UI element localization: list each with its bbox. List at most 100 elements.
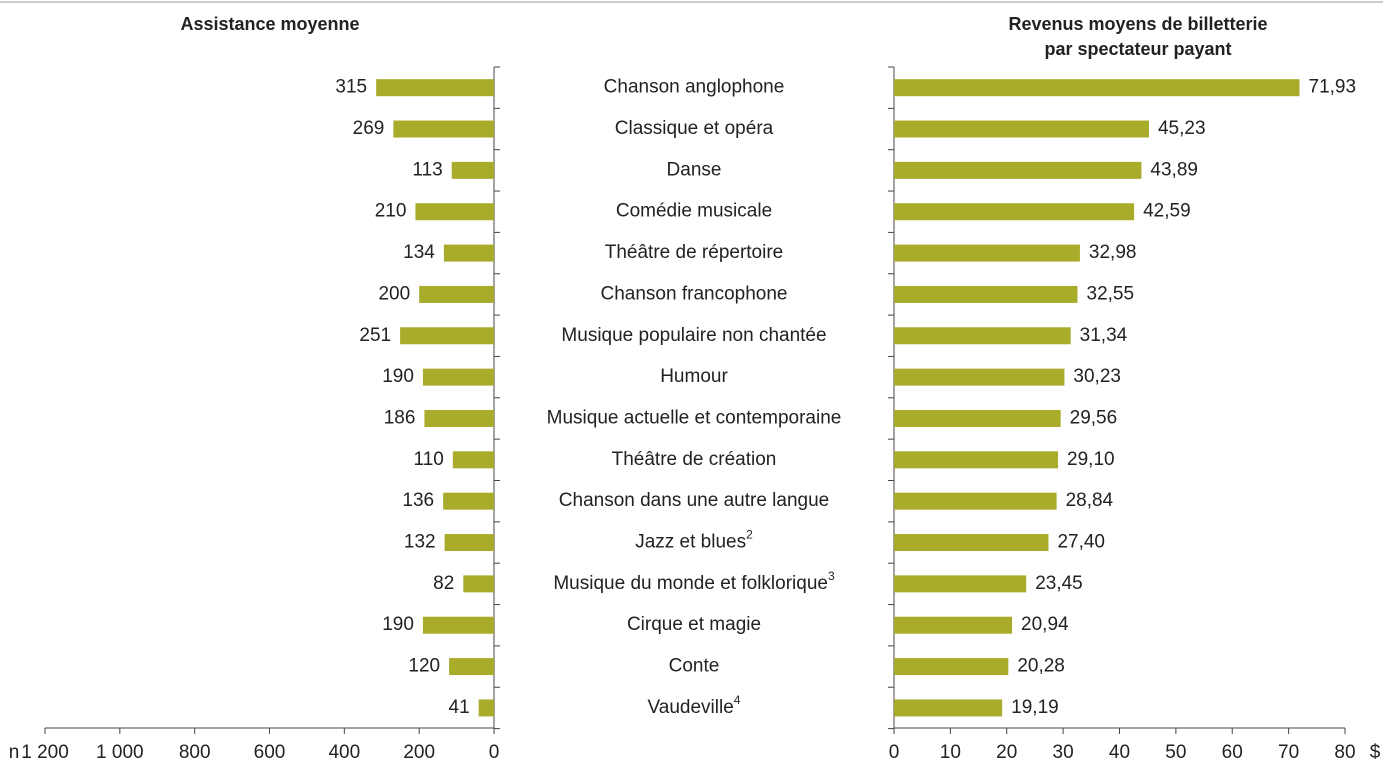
category-label: Jazz et blues2: [635, 528, 753, 553]
value-label: 190: [382, 614, 414, 635]
x-tick-label: 10: [940, 742, 961, 763]
bar: [376, 79, 494, 97]
category-name: Conte: [669, 656, 720, 677]
value-label: 30,23: [1073, 366, 1121, 387]
bar: [393, 120, 494, 138]
bar: [894, 79, 1300, 97]
category-name: Humour: [660, 366, 728, 387]
category-label: Théâtre de répertoire: [605, 242, 784, 263]
category-name: Chanson anglophone: [604, 77, 785, 98]
value-label: 29,56: [1070, 407, 1118, 428]
value-label: 71,93: [1309, 77, 1357, 98]
x-tick-label: 30: [1053, 742, 1074, 763]
bar: [894, 409, 1061, 427]
bar: [894, 368, 1065, 386]
category-name: Comédie musicale: [616, 201, 772, 222]
value-label: 190: [382, 366, 414, 387]
value-label: 23,45: [1035, 573, 1083, 594]
category-name: Jazz et blues: [635, 532, 746, 553]
bar: [894, 120, 1149, 138]
value-label: 41: [449, 697, 470, 718]
category-name: Musique actuelle et contemporaine: [547, 407, 842, 428]
bar: [444, 534, 494, 552]
bar: [894, 699, 1003, 717]
x-tick-label: 60: [1222, 742, 1243, 763]
x-tick-label: 20: [996, 742, 1017, 763]
bar: [422, 368, 494, 386]
left-title: Assistance moyenne: [180, 14, 359, 34]
category-label: Classique et opéra: [615, 118, 774, 139]
bar: [463, 575, 494, 593]
value-label: 134: [403, 242, 435, 263]
category-name: Théâtre de création: [612, 449, 777, 470]
category-name: Vaudeville: [648, 697, 734, 718]
x-tick-label: 40: [1109, 742, 1130, 763]
category-name: Théâtre de répertoire: [605, 242, 784, 263]
value-label: 186: [384, 407, 416, 428]
footnote-mark: 3: [828, 569, 835, 583]
value-label: 28,84: [1066, 490, 1114, 511]
value-label: 110: [414, 449, 444, 470]
category-label: Chanson francophone: [601, 283, 788, 304]
value-label: 20,94: [1021, 614, 1069, 635]
x-tick-label: 600: [254, 742, 286, 763]
category-label: Danse: [667, 159, 722, 180]
category-label: Musique actuelle et contemporaine: [547, 407, 842, 428]
bar: [443, 492, 494, 510]
category-label: Cirque et magie: [627, 614, 761, 635]
bar: [451, 161, 494, 179]
x-tick-label: 1 000: [96, 742, 144, 763]
bar: [443, 244, 494, 262]
value-label: 269: [353, 118, 385, 139]
category-label: Musique populaire non chantée: [561, 325, 826, 346]
category-name: Cirque et magie: [627, 614, 761, 635]
bar: [415, 203, 494, 221]
x-unit: $: [1370, 742, 1381, 763]
bar: [894, 285, 1078, 303]
x-tick-label: 50: [1165, 742, 1186, 763]
value-label: 315: [335, 77, 367, 98]
value-label: 43,89: [1150, 159, 1198, 180]
bar: [449, 658, 494, 676]
bar: [894, 575, 1027, 593]
category-label: Chanson anglophone: [604, 77, 785, 98]
value-label: 29,10: [1067, 449, 1115, 470]
x-tick-label: 800: [179, 742, 211, 763]
category-label: Vaudeville4: [648, 693, 741, 718]
bar: [419, 285, 494, 303]
value-label: 31,34: [1080, 325, 1128, 346]
x-unit: n: [9, 742, 20, 763]
value-label: 42,59: [1143, 201, 1191, 222]
category-name: Chanson dans une autre langue: [559, 490, 829, 511]
category-name: Musique du monde et folklorique: [553, 573, 828, 594]
bar: [478, 699, 494, 717]
bar: [894, 327, 1071, 345]
category-name: Danse: [667, 159, 722, 180]
value-label: 82: [433, 573, 454, 594]
bar: [894, 161, 1142, 179]
x-tick-label: 70: [1278, 742, 1299, 763]
x-tick-label: 80: [1334, 742, 1355, 763]
value-label: 113: [412, 159, 442, 180]
category-label: Comédie musicale: [616, 201, 772, 222]
value-label: 136: [402, 490, 434, 511]
value-label: 251: [359, 325, 391, 346]
category-name: Chanson francophone: [601, 283, 788, 304]
category-label: Musique du monde et folklorique3: [553, 569, 835, 594]
bar: [894, 203, 1135, 221]
right-title: Revenus moyens de billetterie: [1008, 14, 1267, 34]
bar: [894, 616, 1013, 634]
value-label: 19,19: [1011, 697, 1059, 718]
x-tick-label: 1 200: [21, 742, 69, 763]
x-tick-label: 200: [403, 742, 435, 763]
bar: [452, 451, 494, 469]
category-label: Théâtre de création: [612, 449, 777, 470]
category-label: Humour: [660, 366, 728, 387]
value-label: 32,98: [1089, 242, 1137, 263]
x-tick-label: 400: [328, 742, 360, 763]
footnote-mark: 2: [746, 528, 753, 542]
value-label: 210: [375, 201, 407, 222]
bar: [894, 658, 1009, 676]
value-label: 27,40: [1057, 532, 1105, 553]
